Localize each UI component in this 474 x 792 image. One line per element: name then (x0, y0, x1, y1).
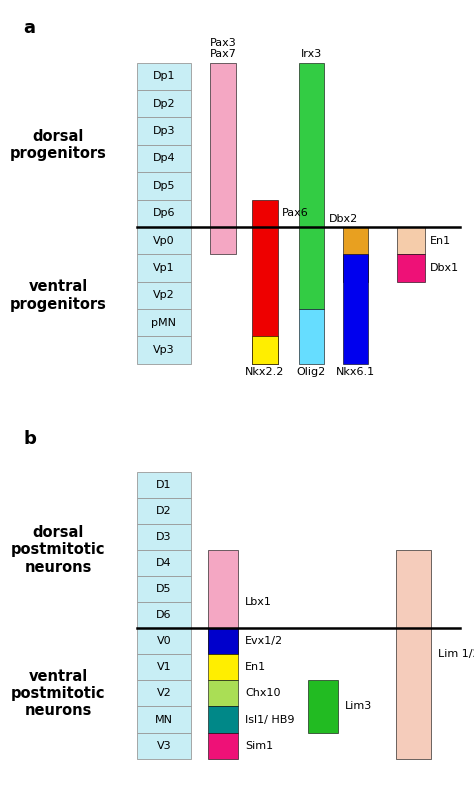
Text: b: b (23, 430, 36, 448)
Text: D5: D5 (156, 584, 172, 594)
Text: Dbx2: Dbx2 (329, 214, 358, 223)
FancyBboxPatch shape (137, 498, 191, 524)
Text: D3: D3 (156, 532, 172, 542)
FancyBboxPatch shape (299, 63, 324, 309)
FancyBboxPatch shape (137, 524, 191, 550)
FancyBboxPatch shape (137, 680, 191, 706)
FancyBboxPatch shape (252, 200, 278, 364)
Text: Dp1: Dp1 (153, 71, 175, 82)
Text: Pax6: Pax6 (283, 208, 309, 219)
Text: V3: V3 (156, 741, 171, 751)
FancyBboxPatch shape (208, 550, 238, 654)
FancyBboxPatch shape (208, 628, 238, 654)
Text: dorsal
postmitotic
neurons: dorsal postmitotic neurons (11, 525, 105, 575)
Text: D6: D6 (156, 610, 172, 620)
FancyBboxPatch shape (208, 733, 238, 759)
Text: V1: V1 (156, 662, 171, 672)
Text: Pax3
Pax7: Pax3 Pax7 (210, 38, 237, 59)
Text: D1: D1 (156, 480, 172, 489)
Text: Dp3: Dp3 (153, 126, 175, 136)
Text: Vp2: Vp2 (153, 291, 175, 300)
FancyBboxPatch shape (137, 654, 191, 680)
Text: Vp1: Vp1 (153, 263, 174, 273)
Text: V0: V0 (156, 636, 171, 646)
Text: Dp5: Dp5 (153, 181, 175, 191)
FancyBboxPatch shape (137, 172, 191, 200)
Text: Vp0: Vp0 (153, 236, 174, 246)
FancyBboxPatch shape (137, 337, 191, 364)
Text: Sim1: Sim1 (245, 741, 273, 751)
FancyBboxPatch shape (137, 145, 191, 172)
FancyBboxPatch shape (208, 706, 238, 733)
FancyBboxPatch shape (137, 63, 191, 90)
FancyBboxPatch shape (208, 654, 238, 680)
Text: Lim3: Lim3 (345, 702, 372, 711)
FancyBboxPatch shape (137, 602, 191, 628)
FancyBboxPatch shape (137, 227, 191, 254)
FancyBboxPatch shape (397, 227, 425, 254)
Text: pMN: pMN (151, 318, 176, 328)
FancyBboxPatch shape (137, 628, 191, 654)
Text: Vp3: Vp3 (153, 345, 174, 355)
FancyBboxPatch shape (210, 63, 236, 254)
Text: ventral
progenitors: ventral progenitors (10, 280, 107, 311)
FancyBboxPatch shape (137, 472, 191, 498)
Text: Dp4: Dp4 (153, 154, 175, 163)
Text: dorsal
progenitors: dorsal progenitors (10, 128, 107, 161)
FancyBboxPatch shape (137, 309, 191, 337)
Text: a: a (23, 19, 36, 37)
FancyBboxPatch shape (137, 254, 191, 282)
Text: Nkx2.2: Nkx2.2 (245, 367, 284, 377)
Text: Dp6: Dp6 (153, 208, 175, 219)
FancyBboxPatch shape (137, 117, 191, 145)
Text: V2: V2 (156, 688, 171, 699)
FancyBboxPatch shape (252, 337, 278, 364)
FancyBboxPatch shape (208, 680, 238, 706)
FancyBboxPatch shape (396, 550, 431, 759)
Text: MN: MN (155, 714, 173, 725)
Text: En1: En1 (430, 236, 451, 246)
FancyBboxPatch shape (137, 576, 191, 602)
FancyBboxPatch shape (308, 680, 338, 733)
FancyBboxPatch shape (137, 733, 191, 759)
FancyBboxPatch shape (137, 282, 191, 309)
Text: ventral
postmitotic
neurons: ventral postmitotic neurons (11, 668, 105, 718)
Text: Olig2: Olig2 (297, 367, 326, 377)
Text: Evx1/2: Evx1/2 (245, 636, 283, 646)
FancyBboxPatch shape (137, 90, 191, 117)
Text: D2: D2 (156, 506, 172, 516)
Text: Lim 1/2: Lim 1/2 (438, 649, 474, 659)
FancyBboxPatch shape (397, 254, 425, 282)
Text: Nkx6.1: Nkx6.1 (336, 367, 375, 377)
FancyBboxPatch shape (299, 309, 324, 364)
FancyBboxPatch shape (137, 200, 191, 227)
Text: Lbx1: Lbx1 (245, 597, 272, 607)
Text: Dbx1: Dbx1 (430, 263, 459, 273)
FancyBboxPatch shape (343, 254, 368, 364)
Text: En1: En1 (245, 662, 266, 672)
FancyBboxPatch shape (343, 227, 368, 282)
Text: D4: D4 (156, 558, 172, 568)
FancyBboxPatch shape (137, 550, 191, 576)
Text: Irx3: Irx3 (301, 49, 322, 59)
Text: Dp2: Dp2 (153, 99, 175, 109)
Text: Isl1/ HB9: Isl1/ HB9 (245, 714, 295, 725)
Text: Chx10: Chx10 (245, 688, 281, 699)
FancyBboxPatch shape (137, 706, 191, 733)
